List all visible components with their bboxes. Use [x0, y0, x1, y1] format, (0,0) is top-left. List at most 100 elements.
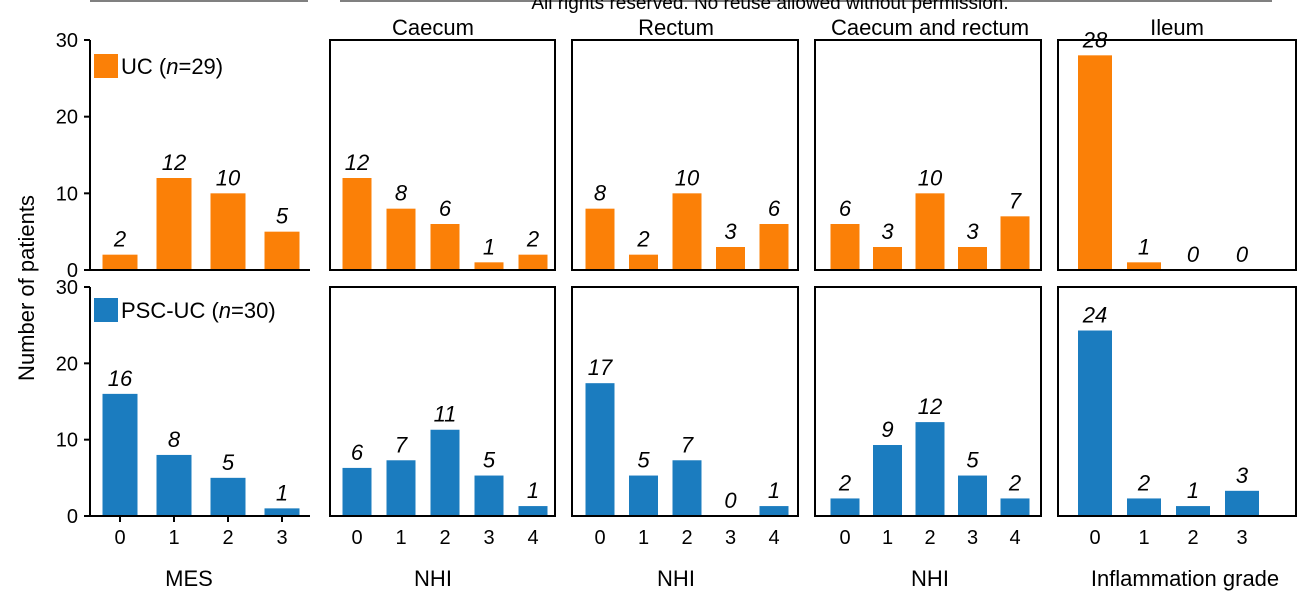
ileum-bottom-frame	[1057, 286, 1297, 517]
rectum-top-value-label-2: 10	[675, 165, 700, 190]
caecum-rectum-xtick-label-3: 3	[967, 527, 978, 549]
mes-top-ytick-label-1: 10	[56, 183, 78, 205]
rectum-xtick-label-2: 2	[681, 527, 692, 549]
mes-bottom-labels: 16 8 5 1	[108, 366, 288, 506]
caecum-bottom-value-label-4: 1	[527, 478, 539, 503]
legend-pscuc: PSC-UC (n=30)	[94, 298, 276, 323]
caecum-xtick-label-2: 2	[439, 527, 450, 549]
rectum-top-bar-0	[585, 208, 615, 270]
mes-bottom-bar-2	[210, 477, 246, 516]
caecum-bottom-bar-3	[474, 475, 504, 516]
ileum-top-value-label-2: 0	[1187, 242, 1200, 267]
rectum-bottom-value-label-0: 17	[588, 355, 613, 380]
ileum-xticks: 0 1 2 3	[1089, 527, 1247, 549]
ileum-xtick-label-0: 0	[1089, 527, 1100, 549]
caecum-rectum-xtick-label-0: 0	[839, 527, 850, 549]
caecum-top-bar-4	[518, 254, 548, 270]
caecum-top-frame	[329, 39, 556, 271]
legend-uc-swatch	[94, 54, 118, 78]
panel-caecum-xlabel: NHI	[414, 566, 452, 591]
legend-pscuc-text-3: =30)	[231, 298, 276, 323]
rectum-xtick-label-1: 1	[638, 527, 649, 549]
rectum-top-value-label-4: 6	[768, 196, 781, 221]
rectum-xtick-label-3: 3	[725, 527, 736, 549]
panel-caecum-rectum-title: Caecum and rectum	[831, 15, 1029, 40]
caecum-rectum-bottom-bars	[830, 422, 1030, 516]
caecum-xtick-label-1: 1	[395, 527, 406, 549]
caecum-rectum-bottom-labels: 2 9 12 5 2	[838, 394, 1021, 495]
caecum-rectum-top-plot: 6 3 10 3 7	[814, 39, 1042, 271]
legend-uc-text-1: UC (	[121, 54, 167, 79]
mes-top-value-label-0: 2	[113, 227, 126, 252]
legend-pscuc-label: PSC-UC (n=30)	[121, 298, 276, 323]
mes-top-bar-1	[156, 178, 192, 270]
caecum-bottom-value-label-1: 7	[395, 432, 408, 457]
rectum-bottom-value-label-4: 1	[768, 478, 780, 503]
ileum-top-bar-0	[1078, 55, 1112, 271]
caecum-rectum-top-bars	[830, 193, 1030, 270]
caecum-top-value-label-2: 6	[439, 196, 452, 221]
caecum-top-bar-0	[342, 178, 372, 270]
caecum-top-value-label-4: 2	[526, 227, 539, 252]
caecum-bottom-bars	[342, 429, 548, 516]
ileum-bottom-value-label-0: 24	[1082, 303, 1107, 328]
mes-xtick-label-3: 3	[276, 527, 287, 549]
rectum-bottom-plot: 17 5 7 0 1 0 1 2 3 4	[571, 286, 799, 549]
panel-ileum-title: Ileum	[1150, 15, 1204, 40]
mes-top-ytick-label-0: 0	[67, 260, 78, 282]
ileum-bottom-bar-2	[1176, 506, 1210, 516]
rectum-xticks: 0 1 2 3 4	[594, 527, 779, 549]
rectum-top-bar-1	[629, 254, 658, 270]
mes-bottom-ytick-label-1: 10	[56, 430, 78, 452]
mes-top-bar-3	[264, 231, 300, 270]
ileum-xtick-label-1: 1	[1138, 527, 1149, 549]
caecum-rectum-xtick-label-4: 4	[1009, 527, 1020, 549]
caecum-xtick-label-4: 4	[527, 527, 538, 549]
ileum-bottom-value-label-3: 3	[1236, 463, 1249, 488]
caecum-rectum-xticks: 0 1 2 3 4	[839, 527, 1020, 549]
rectum-bottom-bars	[585, 383, 789, 516]
caecum-rectum-top-value-label-4: 7	[1009, 188, 1022, 213]
rectum-top-frame	[571, 39, 799, 271]
caecum-rectum-bottom-value-label-1: 9	[881, 417, 893, 442]
rectum-bottom-value-label-2: 7	[681, 432, 694, 457]
mes-top-ytick-label-3: 30	[56, 30, 78, 52]
rectum-top-bar-3	[716, 247, 745, 270]
rectum-top-bar-2	[672, 193, 702, 270]
mes-bottom-bar-0	[102, 393, 138, 516]
legend-uc: UC (n=29)	[94, 54, 223, 79]
rectum-xtick-label-0: 0	[594, 527, 605, 549]
panel-ileum-xlabel: Inflammation grade	[1091, 566, 1279, 591]
caecum-rectum-top-labels: 6 3 10 3 7	[839, 165, 1022, 244]
caecum-rectum-bottom-value-label-2: 12	[918, 394, 942, 419]
ileum-top-bars	[1078, 55, 1161, 271]
rectum-bottom-value-label-1: 5	[637, 448, 650, 473]
caecum-top-bar-1	[386, 208, 416, 270]
caecum-rectum-top-bar-3	[958, 247, 987, 270]
caecum-rectum-top-bar-4	[1000, 216, 1030, 270]
panel-mes-xlabel: MES	[165, 566, 213, 591]
caecum-rectum-xtick-label-1: 1	[882, 527, 893, 549]
mes-bottom-yticks: 0 10 20 30	[56, 277, 90, 528]
legend-pscuc-swatch	[94, 298, 118, 322]
rectum-top-bar-4	[759, 224, 789, 270]
rectum-bottom-bar-1	[629, 475, 658, 516]
ileum-top-plot: 281 0 0	[1057, 27, 1297, 271]
caecum-bottom-bar-4	[518, 506, 548, 516]
caecum-bottom-bar-0	[342, 467, 372, 516]
ileum-bottom-bar-3	[1225, 490, 1259, 516]
caecum-rectum-bottom-bar-0	[830, 498, 860, 516]
caecum-rectum-bottom-value-label-3: 5	[966, 448, 979, 473]
caecum-rectum-top-frame	[814, 39, 1042, 271]
ileum-top-value-label-3: 0	[1236, 242, 1249, 267]
mes-xtick-label-0: 0	[114, 527, 125, 549]
mes-top-labels: 2 12 10 5	[113, 150, 289, 252]
ileum-bottom-bar-1	[1127, 498, 1161, 516]
caecum-xticks: 0 1 2 3 4	[351, 527, 538, 549]
mes-top-bar-2	[210, 193, 246, 270]
ileum-top-bar-1	[1127, 262, 1161, 270]
mes-xtick-label-2: 2	[222, 527, 233, 549]
